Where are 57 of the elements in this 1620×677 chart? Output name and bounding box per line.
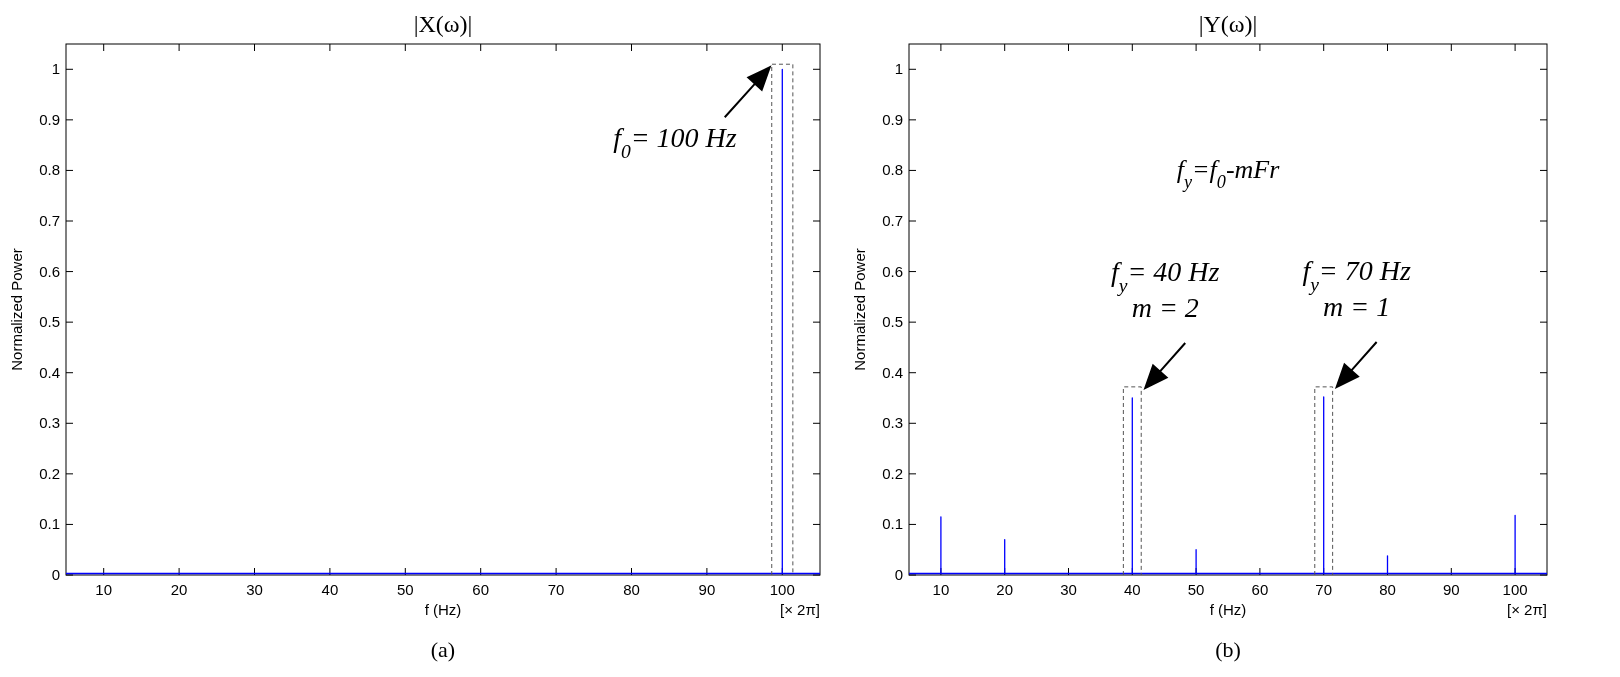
x-tick-label: 20: [170, 581, 188, 598]
x-tick-label: 80: [1379, 581, 1396, 598]
x-tick-label: 10: [932, 581, 950, 598]
y-tick-label: 0: [894, 566, 903, 583]
y-tick-label: 0.7: [39, 212, 60, 229]
annotation: f$_{y}$=f$_{0}$-mFr: [1176, 155, 1281, 193]
annotation: f$_{y}$= 40 Hz m = 2: [1110, 256, 1220, 323]
x-tick-label: 30: [1060, 581, 1077, 598]
y-tick-label: 0.7: [882, 212, 903, 229]
annotation: f$_{y}$= 70 Hz m = 1: [1302, 254, 1411, 322]
x-axis-title: f (Hz): [1209, 601, 1247, 618]
y-tick-label: 0.6: [39, 262, 60, 280]
y-tick-label: 0.3: [882, 414, 903, 432]
y-tick-label: 0.8: [39, 161, 60, 179]
y-tick-label: 1: [894, 60, 903, 78]
y-tick-label: 0.6: [882, 262, 903, 280]
x-tick-label: 40: [321, 581, 339, 598]
line-series: [908, 396, 1548, 575]
y-tick-label: 0.4: [882, 363, 903, 381]
x-tick-label: 80: [623, 581, 640, 598]
text: [× 2π]: [780, 601, 820, 618]
x-tick-label: 60: [1251, 581, 1269, 598]
x-axis-title: f (Hz): [424, 601, 462, 618]
y-axis-title: Normalized Power: [8, 248, 25, 371]
y-tick-label: 0: [51, 566, 60, 583]
y-tick-label: 1: [51, 60, 60, 78]
x-tick-label: 90: [1442, 581, 1460, 598]
y-tick-label: 0.9: [882, 110, 903, 128]
y-axis-title: Normalized Power: [851, 248, 868, 371]
x-tick-label: 100: [1502, 581, 1528, 598]
chart-title: |X(ω)|: [413, 11, 473, 37]
x-tick-label: 50: [396, 581, 414, 598]
x-tick-label: 70: [547, 581, 565, 598]
text: [× 2π]: [1507, 601, 1547, 618]
x-tick-label: 100: [769, 581, 795, 598]
y-tick-label: 0.2: [882, 464, 903, 482]
y-tick-label: 0.5: [882, 313, 903, 331]
x-tick-label: 70: [1315, 581, 1333, 598]
annotation: f$_{0}$= 100 Hz: [613, 122, 737, 162]
x-tick-label: 30: [246, 581, 263, 598]
y-tick-label: 0.9: [39, 110, 60, 128]
x-tick-label: 90: [698, 581, 716, 598]
x-tick-label: 10: [95, 581, 113, 598]
y-tick-label: 0.2: [39, 464, 60, 482]
text: (a): [430, 637, 456, 662]
x-tick-label: 50: [1187, 581, 1205, 598]
text: (b): [1215, 637, 1241, 662]
y-tick-label: 0.1: [882, 515, 903, 533]
y-tick-label: 0.8: [882, 161, 903, 179]
chart-title: |Y(ω)|: [1198, 11, 1258, 37]
x-tick-label: 20: [996, 581, 1014, 598]
y-tick-label: 0.3: [39, 414, 60, 432]
x-tick-label: 60: [472, 581, 490, 598]
y-tick-label: 0.4: [39, 363, 60, 381]
y-tick-label: 0.5: [39, 313, 60, 331]
y-tick-label: 0.1: [39, 515, 60, 533]
x-tick-label: 40: [1123, 581, 1141, 598]
